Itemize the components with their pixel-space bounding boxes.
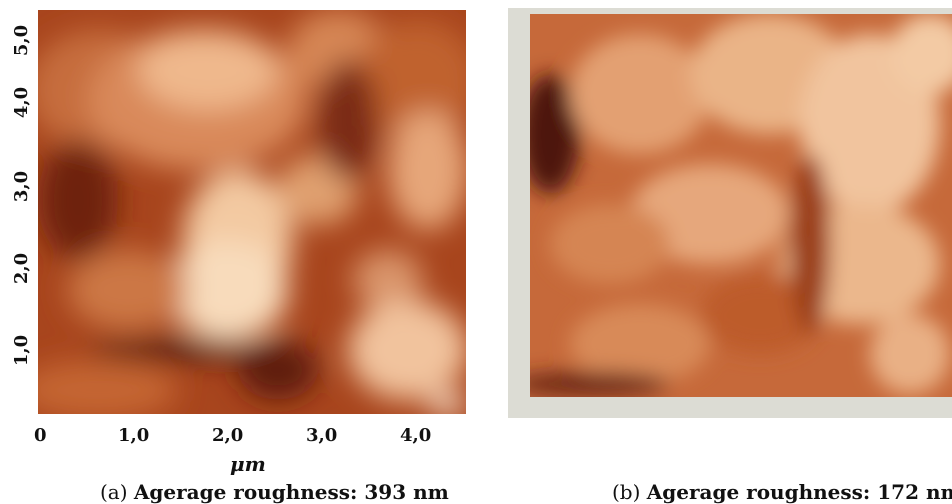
afm-frame-b — [508, 8, 952, 418]
y-tick-label: 4,0 — [11, 86, 33, 119]
y-tick-label: 2,0 — [11, 252, 33, 285]
x-tick-label: 0 — [34, 425, 47, 446]
caption-b-label: (b) — [612, 480, 641, 504]
afm-image-a — [38, 10, 466, 414]
x-tick-label: 1,0 — [118, 425, 150, 446]
caption-b: (b) Agerage roughness: 172 nm — [612, 480, 952, 504]
afm-image-b — [530, 14, 952, 397]
y-tick-label: 1,0 — [11, 334, 33, 367]
x-tick-label: 3,0 — [306, 425, 338, 446]
x-tick-label: 4,0 — [400, 425, 432, 446]
x-tick-label: 2,0 — [212, 425, 244, 446]
caption-a-label: (a) — [100, 480, 128, 504]
caption-b-text: Agerage roughness: 172 nm — [646, 480, 952, 504]
caption-a: (a) Agerage roughness: 393 nm — [100, 480, 449, 504]
y-tick-label: 5,0 — [11, 24, 33, 57]
y-tick-label: 3,0 — [11, 170, 33, 203]
x-axis-unit: μm — [230, 452, 266, 476]
caption-a-text: Agerage roughness: 393 nm — [133, 480, 449, 504]
